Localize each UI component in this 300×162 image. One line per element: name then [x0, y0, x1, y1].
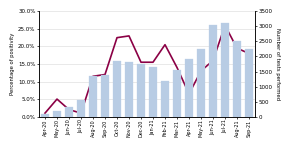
Bar — [101, 75, 109, 117]
Bar — [221, 23, 229, 117]
Bar — [149, 67, 157, 117]
Bar — [161, 81, 169, 117]
Bar — [245, 49, 253, 117]
Bar — [233, 41, 241, 117]
Y-axis label: Percentage of positivity: Percentage of positivity — [11, 33, 15, 95]
Bar — [137, 64, 145, 117]
Bar — [185, 59, 193, 117]
Bar — [41, 114, 49, 117]
Bar — [77, 100, 85, 117]
Bar — [89, 76, 97, 117]
Bar — [209, 25, 217, 117]
Bar — [125, 62, 133, 117]
Bar — [113, 61, 121, 117]
Bar — [197, 49, 205, 117]
Bar — [53, 111, 61, 117]
Bar — [65, 107, 73, 117]
Y-axis label: Number of tests performed: Number of tests performed — [275, 28, 280, 100]
Bar — [173, 70, 181, 117]
